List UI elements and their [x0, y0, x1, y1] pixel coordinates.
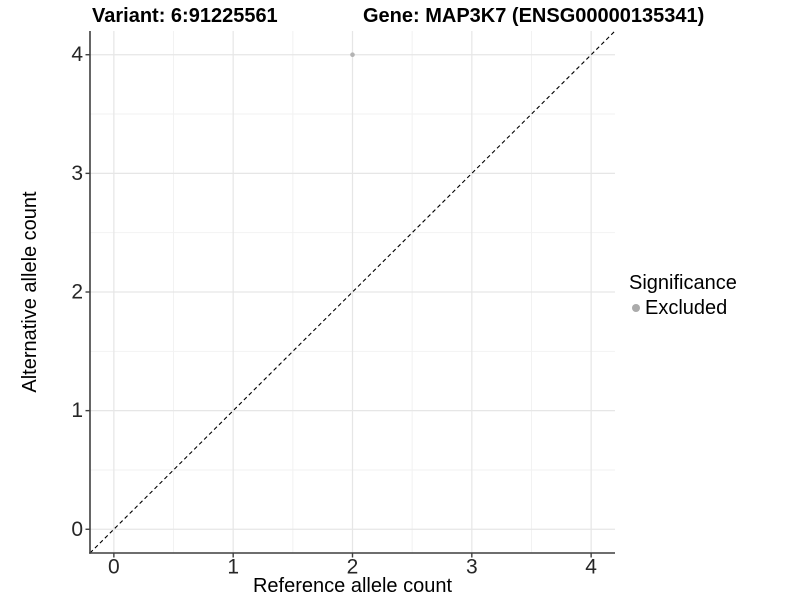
x-axis-title: Reference allele count [252, 575, 452, 597]
x-tick-label: 4 [585, 555, 597, 578]
identity-reference-line [89, 30, 616, 554]
y-tick-label: 1 [71, 399, 83, 422]
y-tick-label: 4 [71, 43, 83, 66]
data-point [350, 52, 355, 58]
x-tick-label: 1 [227, 555, 239, 578]
legend-item-label: Excluded [645, 297, 728, 319]
y-axis-title: Alternative allele count [19, 191, 41, 393]
x-tick-label: 2 [347, 555, 359, 578]
plot-title-gene: Gene: MAP3K7 (ENSG00000135341) [363, 5, 705, 27]
legend: Significance Excluded [629, 272, 737, 319]
y-tick-label: 2 [71, 281, 83, 304]
legend-title: Significance [629, 272, 737, 294]
x-tick-label: 3 [466, 555, 478, 578]
y-tick-label: 0 [71, 518, 83, 541]
plot-title-variant: Variant: 6:91225561 [92, 5, 278, 27]
legend-key-dot-icon [632, 304, 640, 312]
x-tick-label: 0 [108, 555, 120, 578]
legend-item-excluded: Excluded [632, 297, 737, 319]
y-tick-label: 3 [71, 162, 83, 185]
